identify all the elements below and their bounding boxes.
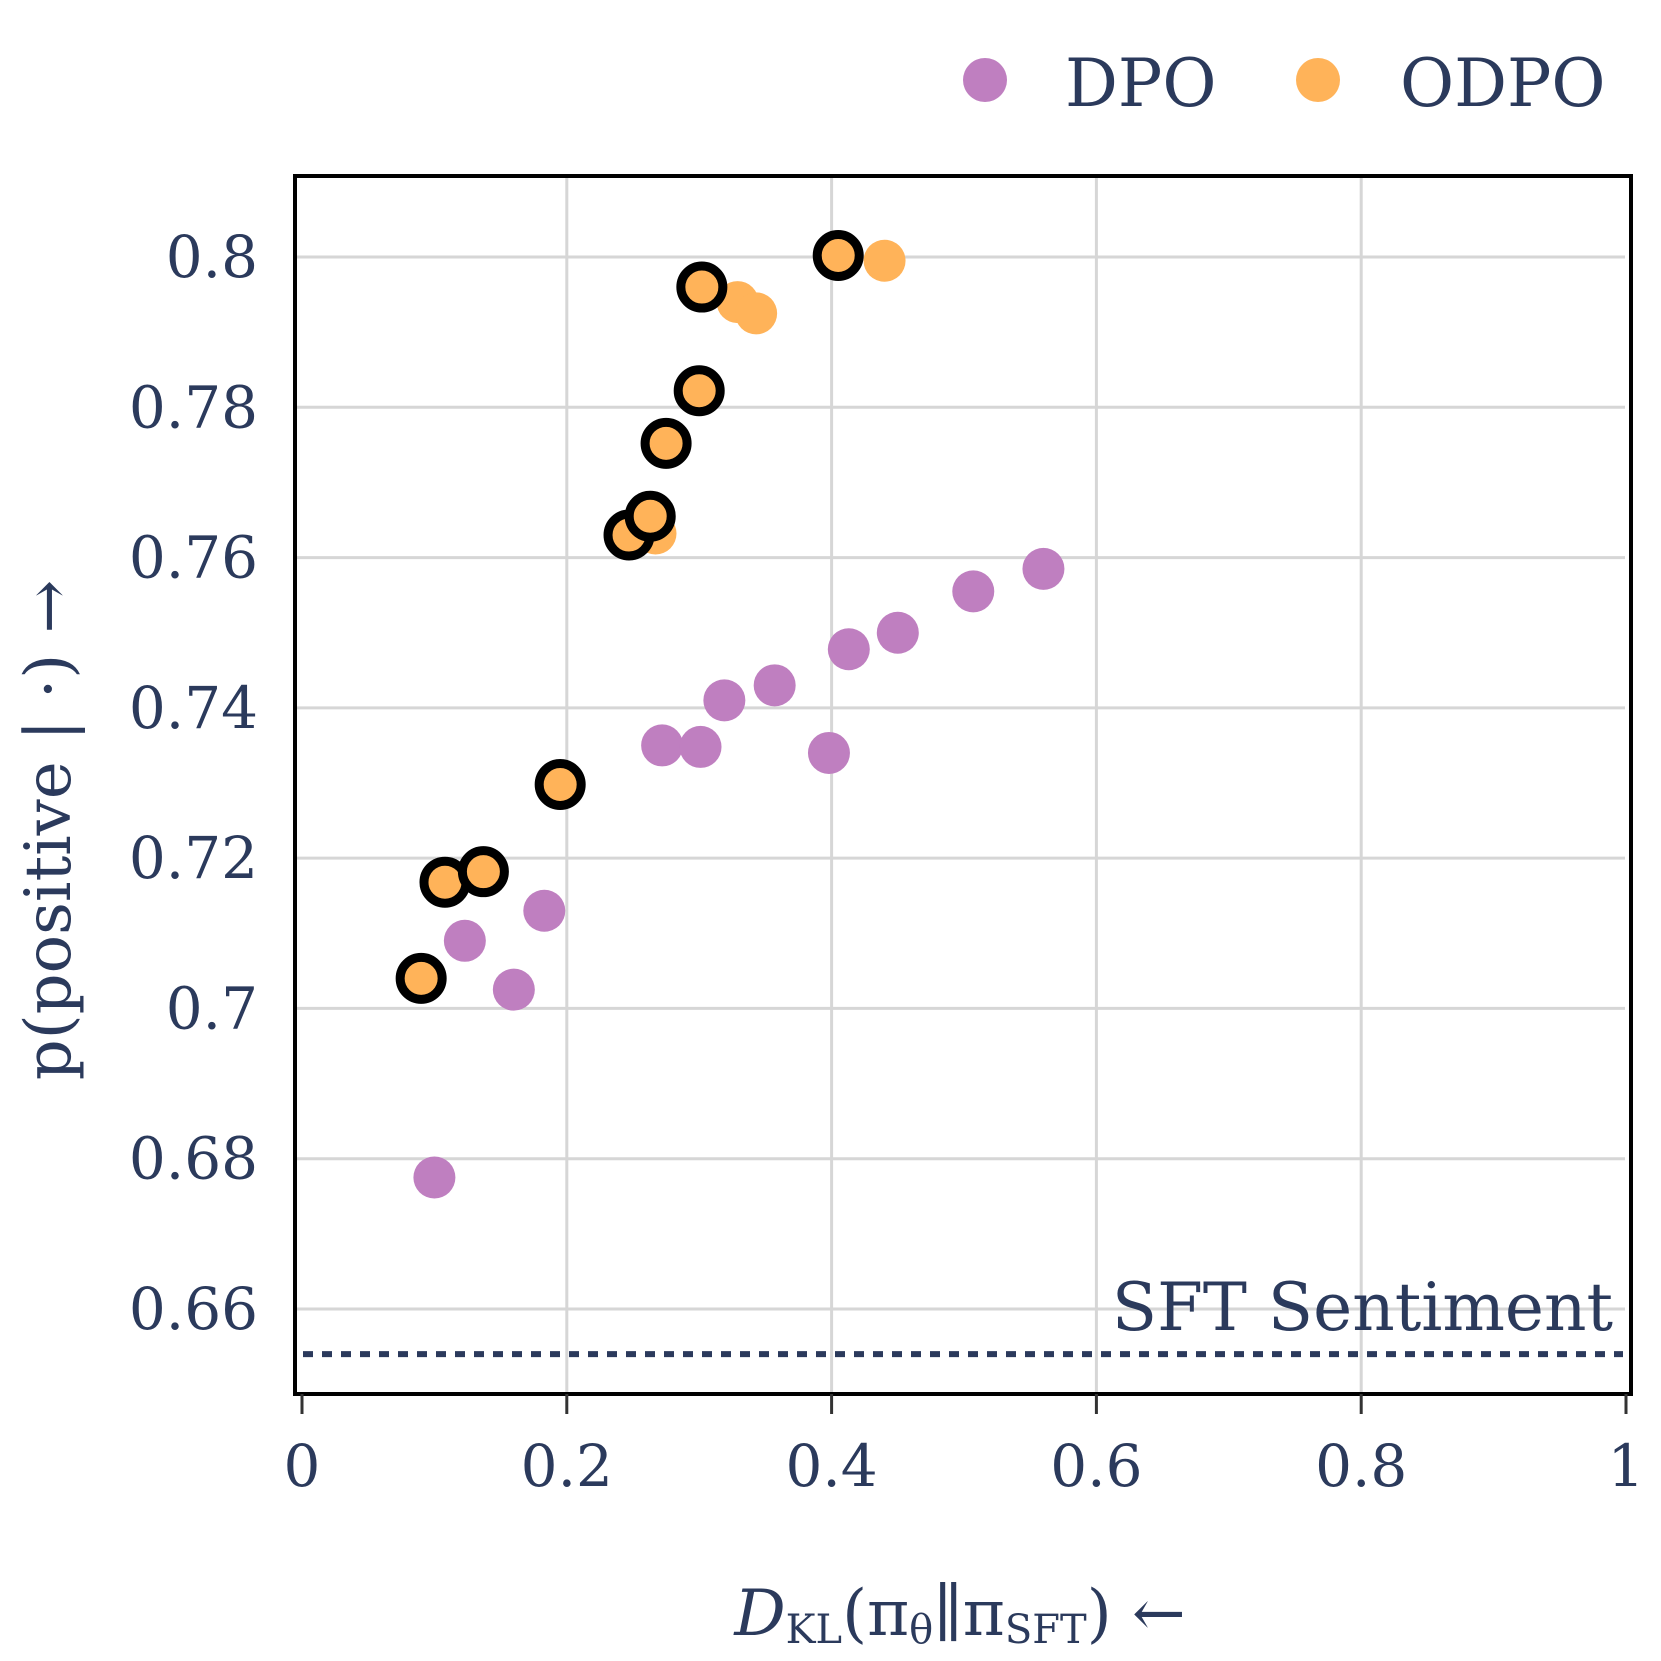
odpo-pareto-point	[676, 261, 728, 313]
odpo-pareto-point	[624, 490, 676, 542]
axis-ticks: 0 0.2 0.4 0.6 0.8 1 0.66 0.68 0.7 0.72 0.74 0.76 0.7…	[129, 223, 1645, 1500]
legend-label-odpo: ODPO	[1400, 45, 1606, 122]
x-tick-label: 1	[1608, 1432, 1645, 1500]
x-axis-label-main: D	[733, 1577, 785, 1651]
dpo-point	[523, 889, 566, 932]
y-tick-label: 0.76	[129, 524, 258, 592]
dpo-point	[876, 611, 919, 654]
odpo-pareto-point	[673, 365, 725, 417]
dpo-point	[753, 664, 796, 707]
dpo-point	[952, 570, 995, 613]
y-tick-label: 0.7	[166, 974, 258, 1042]
grid-lines	[295, 176, 1625, 1394]
dpo-point	[679, 725, 722, 768]
x-axis-label-end: ) ←	[1087, 1577, 1186, 1651]
odpo-pareto-point	[812, 229, 864, 281]
legend-label-dpo: DPO	[1065, 45, 1216, 122]
dpo-point	[703, 679, 746, 722]
x-axis-label-pi-theta: (π	[842, 1577, 909, 1651]
y-tick-label: 0.68	[129, 1125, 258, 1193]
odpo-pareto-point	[534, 759, 586, 811]
dpo-point	[827, 628, 870, 671]
x-tick-label: 0.6	[1050, 1432, 1142, 1500]
sft-sentiment-label: SFT Sentiment	[1112, 1269, 1613, 1346]
legend: DPO ODPO	[963, 45, 1606, 122]
odpo-pareto-point	[395, 952, 447, 1004]
x-axis-label-sub-kl: KL	[786, 1607, 842, 1653]
x-tick-label: 0	[284, 1432, 321, 1500]
x-axis-label-pi-sft: ∥π	[933, 1577, 1005, 1651]
y-tick-label: 0.74	[129, 674, 258, 742]
plot-frame	[293, 174, 1633, 1396]
odpo-point	[863, 239, 906, 282]
y-tick-label: 0.8	[166, 223, 258, 291]
y-tick-label: 0.66	[129, 1275, 258, 1343]
legend-marker-odpo	[1296, 58, 1340, 102]
x-axis-label-sub-sft: SFT	[1005, 1607, 1087, 1653]
dpo-point	[413, 1156, 456, 1199]
dpo-point	[1022, 547, 1065, 590]
x-tick-label: 0.2	[521, 1432, 613, 1500]
y-axis-label: p(positive | ·) →	[12, 580, 86, 1081]
dpo-point	[641, 724, 684, 767]
odpo-pareto-point	[640, 417, 692, 469]
legend-marker-dpo	[963, 58, 1007, 102]
dpo-point	[443, 919, 486, 962]
x-tick-label: 0.8	[1315, 1432, 1407, 1500]
odpo-point	[735, 292, 778, 335]
data-points	[395, 229, 1065, 1199]
dpo-point	[492, 968, 535, 1011]
x-axis-label: DKL(πθ∥πSFT) ←	[733, 1577, 1185, 1653]
x-tick-label: 0.4	[785, 1432, 877, 1500]
y-tick-label: 0.72	[129, 824, 258, 892]
x-axis-label-sub-theta: θ	[909, 1607, 933, 1653]
dpo-point	[807, 731, 850, 774]
y-tick-label: 0.78	[129, 373, 258, 441]
odpo-pareto-point	[457, 846, 509, 898]
reference-line-group: SFT Sentiment	[303, 1269, 1623, 1358]
